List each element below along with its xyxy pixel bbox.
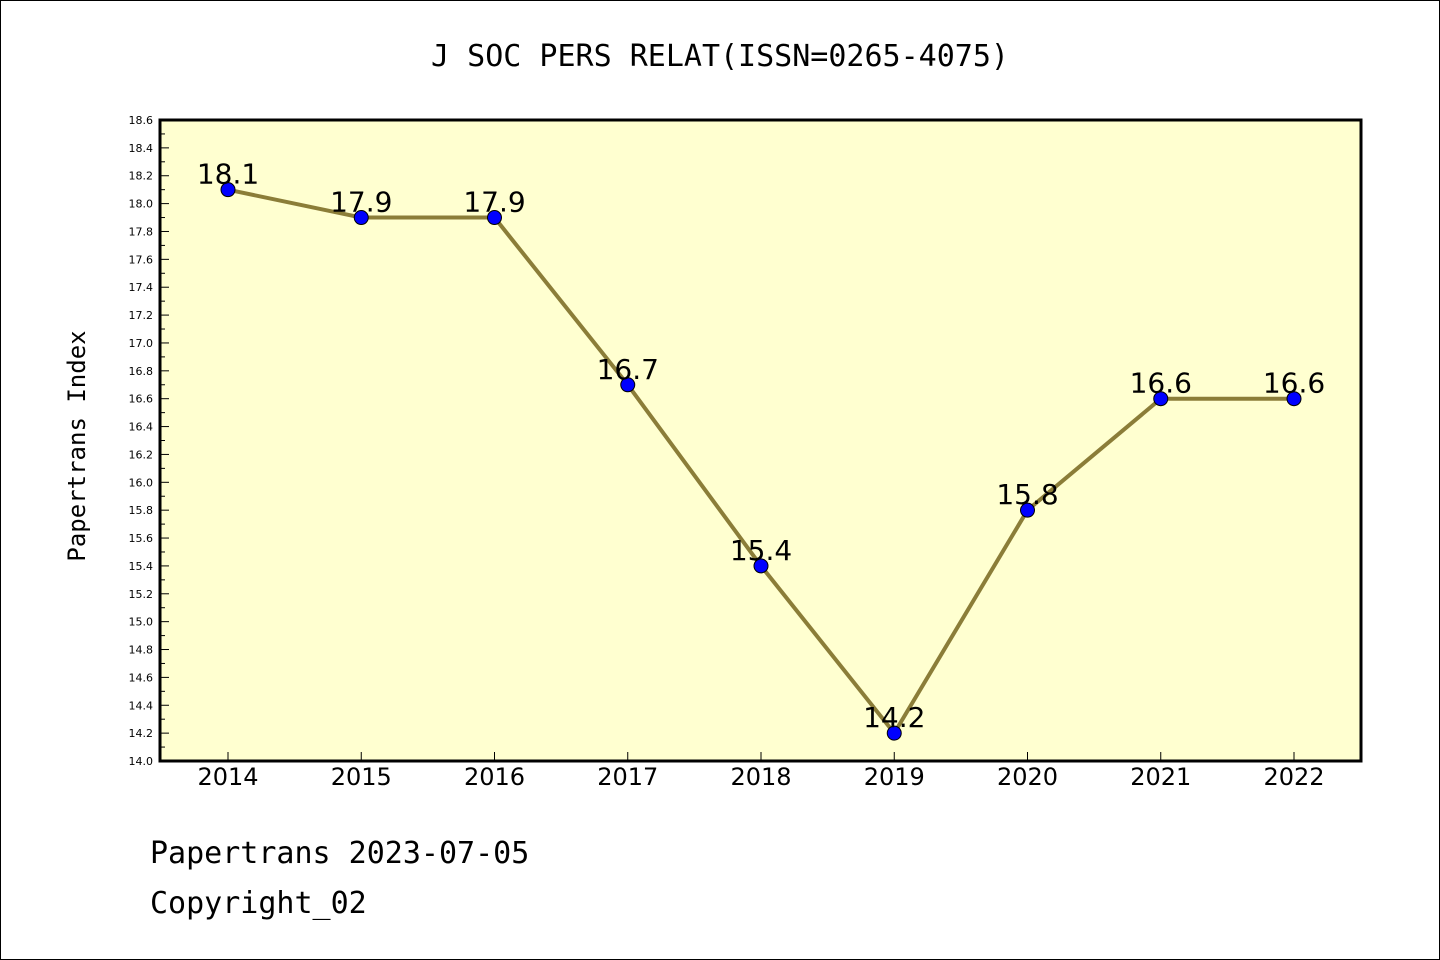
x-tick-label: 2017 xyxy=(597,763,658,791)
y-tick-label: 16.0 xyxy=(129,476,154,489)
y-axis-ticks: 14.0 14.2 14.4 14.6 14.8 15.0 15.2 15.4 15.6 15.8… xyxy=(129,114,169,768)
y-tick-label: 15.4 xyxy=(129,560,154,573)
y-tick-label: 14.2 xyxy=(129,727,154,740)
x-tick-label: 2019 xyxy=(864,763,925,791)
x-tick-label: 2015 xyxy=(331,763,392,791)
y-tick-label: 14.8 xyxy=(129,644,154,657)
data-label: 17.9 xyxy=(463,186,525,219)
x-tick-label: 2022 xyxy=(1263,763,1324,791)
y-tick-label: 15.6 xyxy=(129,532,154,545)
series-layer: 18.1 17.9 17.9 16.7 15.4 14.2 15.8 16.6 16.6 xyxy=(197,158,1325,741)
plot-area xyxy=(158,118,1363,763)
y-tick-label: 17.6 xyxy=(129,253,154,266)
x-tick-label: 2020 xyxy=(997,763,1058,791)
y-tick-label: 15.8 xyxy=(129,504,154,517)
data-label: 16.6 xyxy=(1263,367,1325,400)
y-tick-label: 15.0 xyxy=(129,616,154,629)
y-tick-label: 15.2 xyxy=(129,588,154,601)
y-tick-label: 18.2 xyxy=(129,170,154,183)
y-tick-label: 16.2 xyxy=(129,448,154,461)
y-tick-label: 18.4 xyxy=(129,142,154,155)
y-axis-label: Papertrans Index xyxy=(63,330,91,561)
data-point xyxy=(620,377,636,393)
y-tick-label: 17.8 xyxy=(129,225,154,238)
data-point xyxy=(753,558,769,574)
y-tick-label: 18.0 xyxy=(129,198,154,211)
data-point xyxy=(886,725,902,741)
data-label: 14.2 xyxy=(863,701,925,734)
y-tick-label: 16.4 xyxy=(129,421,154,434)
data-point xyxy=(353,210,369,226)
y-tick-label: 16.8 xyxy=(129,365,154,378)
y-tick-label: 17.4 xyxy=(129,281,154,294)
data-point xyxy=(1286,391,1302,407)
x-tick-label: 2021 xyxy=(1130,763,1191,791)
chart-title: J SOC PERS RELAT(ISSN=0265-4075) xyxy=(431,39,1009,74)
data-label: 16.6 xyxy=(1130,367,1192,400)
data-label: 18.1 xyxy=(197,158,259,191)
y-tick-label: 16.6 xyxy=(129,393,154,406)
footer-date: Papertrans 2023-07-05 xyxy=(150,836,530,871)
y-tick-label: 14.4 xyxy=(129,699,154,712)
x-tick-label: 2016 xyxy=(464,763,525,791)
y-tick-label: 17.0 xyxy=(129,337,154,350)
x-tick-label: 2018 xyxy=(730,763,791,791)
x-tick-label: 2014 xyxy=(197,763,258,791)
data-label: 16.7 xyxy=(597,353,659,386)
x-axis-ticks: 2014 2015 2016 2017 2018 2019 2020 2021 2022 xyxy=(197,752,1325,791)
footer-copyright: Copyright_02 xyxy=(150,886,367,921)
y-tick-label: 14.0 xyxy=(129,755,154,768)
y-tick-label: 18.6 xyxy=(129,114,154,127)
data-point xyxy=(220,182,236,198)
data-point xyxy=(487,210,502,226)
y-tick-label: 17.2 xyxy=(129,309,154,322)
data-label: 17.9 xyxy=(330,186,392,219)
data-point xyxy=(1020,502,1035,518)
data-label: 15.4 xyxy=(730,534,792,567)
data-label: 15.8 xyxy=(996,478,1058,511)
y-tick-label: 14.6 xyxy=(129,671,154,684)
data-point xyxy=(1153,391,1169,407)
